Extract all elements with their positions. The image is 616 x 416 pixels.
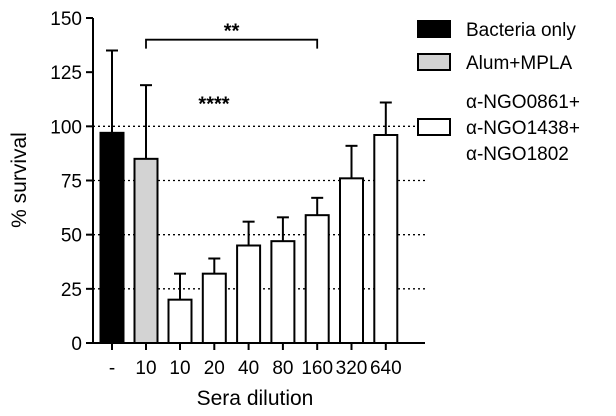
x-tick-label: 10 [169,358,190,379]
y-tick-label: 25 [61,280,82,301]
bar [133,157,159,344]
bar [304,214,330,345]
bar [201,272,227,344]
x-tick-label: 160 [301,358,333,379]
legend: Bacteria only Alum+MPLA α-NGO0861+ α-NGO143… [417,20,580,165]
x-tick-label: 320 [336,358,368,379]
legend-swatch [417,53,451,71]
bar [270,240,296,345]
x-tick-label: 10 [135,358,156,379]
significance-label: ** [224,21,240,43]
legend-label: α-NGO1802 [466,144,569,165]
x-tick-label: 20 [204,358,225,379]
y-tick-label: 125 [50,63,82,84]
legend-label: α-NGO0861+ [466,92,580,113]
legend-label: α-NGO1438+ [466,118,580,139]
y-tick-label: 0 [71,334,82,355]
bars [99,49,399,345]
y-tick-label: 100 [50,117,82,138]
y-tick-label: 50 [61,226,82,247]
bar [167,298,193,344]
bar [339,177,364,344]
x-tick-label: - [109,358,115,379]
bar [236,244,262,344]
bar [99,131,125,344]
bar [373,134,399,344]
legend-label: Bacteria only [466,20,576,41]
y-axis-label: % survival [8,132,31,228]
legend-swatch [417,20,451,38]
significance-label: **** [198,93,229,115]
x-tick-label: 640 [370,358,402,379]
x-tick-label: 80 [272,358,293,379]
x-tick-label: 40 [238,358,259,379]
x-axis-label: Sera dilution [197,387,314,410]
annotations: ****** [145,21,319,115]
y-tick-label: 75 [61,172,82,193]
legend-swatch [417,118,451,136]
legend-label: Alum+MPLA [466,53,572,74]
significance-bracket [145,38,319,49]
y-tick-label: 150 [50,9,82,30]
